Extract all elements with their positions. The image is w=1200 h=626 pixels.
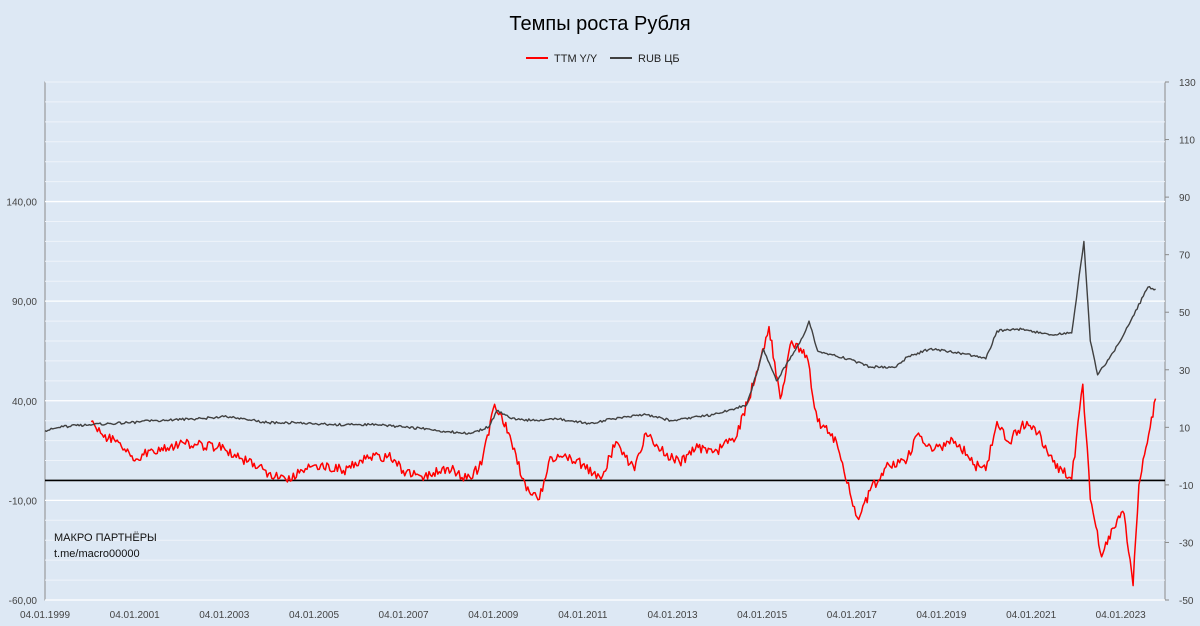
x-tick-label: 04.01.2003	[199, 610, 249, 621]
y-left-tick-label: -10,00	[9, 496, 38, 507]
legend: TTM Y/Y RUB ЦБ	[526, 53, 680, 65]
x-tick-label: 04.01.2013	[648, 610, 698, 621]
legend-label-ttm: TTM Y/Y	[554, 53, 598, 65]
y-right-tick-label: -10	[1179, 481, 1194, 492]
x-tick-label: 04.01.2015	[737, 610, 787, 621]
x-tick-label: 04.01.2009	[468, 610, 518, 621]
x-tick-label: 04.01.2005	[289, 610, 339, 621]
x-tick-label: 04.01.2021	[1006, 610, 1056, 621]
series-line-ttm	[90, 325, 1157, 587]
y-right-tick-label: 30	[1179, 366, 1191, 377]
x-axis: 04.01.1999 04.01.2001 04.01.2003 04.01.2005…	[20, 610, 1146, 621]
x-tick-label: 04.01.2023	[1096, 610, 1146, 621]
x-tick-label: 04.01.2007	[379, 610, 429, 621]
legend-label-rub: RUB ЦБ	[638, 53, 680, 65]
y-right-tick-label: 10	[1179, 423, 1191, 434]
y-right-tick-label: 70	[1179, 251, 1191, 262]
watermark-name: МАКРО ПАРТНЁРЫ	[54, 532, 157, 544]
y-left-tick-label: 140,00	[6, 198, 37, 209]
y-left-tick-label: 90,00	[12, 297, 37, 308]
x-tick-label: 04.01.2001	[110, 610, 160, 621]
x-tick-label: 04.01.2017	[827, 610, 877, 621]
x-tick-label: 04.01.1999	[20, 610, 70, 621]
y-right-tick-label: -30	[1179, 538, 1194, 549]
watermark-link: t.me/macro00000	[54, 548, 140, 560]
y-right-tick-label: 50	[1179, 308, 1191, 319]
x-tick-label: 04.01.2011	[558, 610, 608, 621]
series-layer	[44, 240, 1157, 587]
y-right-tick-label: 110	[1179, 136, 1195, 147]
y-right-tick-label: -50	[1179, 596, 1194, 607]
y-right-tick-label: 130	[1179, 78, 1196, 89]
chart-title: Темпы роста Рубля	[509, 13, 690, 35]
series-line-rub	[44, 240, 1156, 435]
x-tick-label: 04.01.2019	[916, 610, 966, 621]
y-axis-right: -50 -30 -10 10 30 50 70 90 110 130	[1165, 78, 1196, 607]
y-axis-left: -60,00 -10,00 40,00 90,00 140,00	[6, 198, 37, 607]
y-left-tick-label: -60,00	[9, 596, 38, 607]
y-right-tick-label: 90	[1179, 193, 1191, 204]
y-left-tick-label: 40,00	[12, 397, 37, 408]
